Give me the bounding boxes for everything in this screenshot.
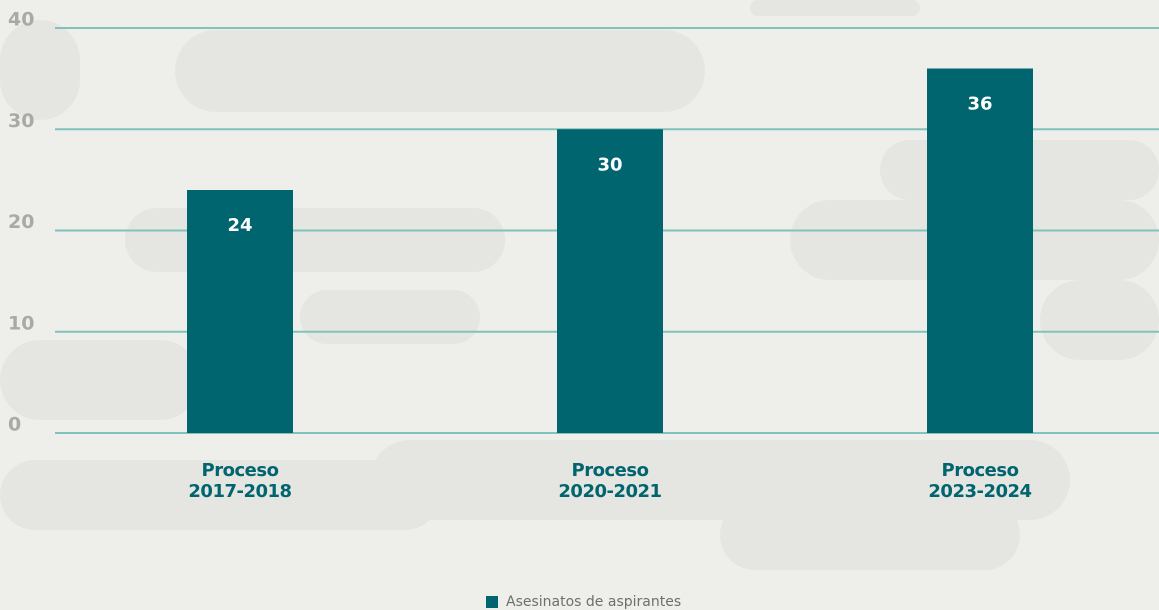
y-tick-label: 40 (8, 9, 34, 31)
legend-swatch (486, 596, 498, 608)
legend: Asesinatos de aspirantes (486, 594, 681, 610)
y-tick-label: 0 (8, 414, 21, 436)
x-tick-label: Proceso 2023-2024 (920, 460, 1040, 502)
page: 0 10 20 30 40 24 30 36 Asesinatos de aspirantes… (0, 0, 1159, 610)
y-tick-label: 10 (8, 312, 34, 334)
bar (927, 69, 1033, 434)
legend-label: Asesinatos de aspirantes (506, 594, 681, 610)
value-label: 36 (967, 94, 992, 115)
value-label: 24 (227, 215, 252, 236)
chart: 0 10 20 30 40 24 30 36 (0, 0, 1159, 610)
y-tick-label: 20 (8, 211, 34, 233)
value-label: 30 (597, 154, 622, 175)
x-tick-label: Proceso 2020-2021 (550, 460, 670, 502)
x-tick-label: Proceso 2017-2018 (180, 460, 300, 502)
y-tick-label: 30 (8, 110, 34, 132)
